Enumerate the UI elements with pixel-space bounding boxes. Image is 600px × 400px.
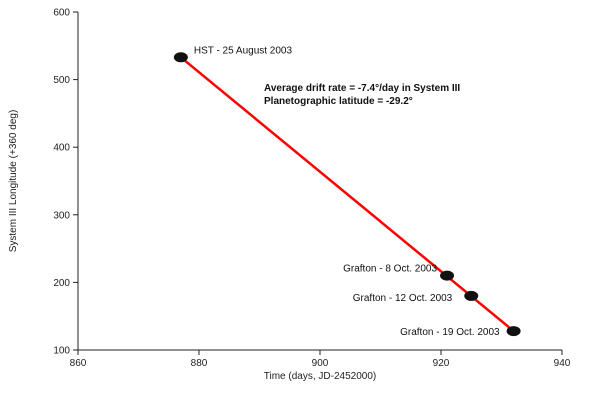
x-tick-label: 880 [191, 358, 208, 369]
y-tick-label: 500 [53, 75, 70, 86]
data-point [440, 270, 455, 281]
y-axis-title: System III Longitude (+360 deg) [8, 110, 19, 253]
y-tick-label: 300 [53, 210, 70, 221]
y-tick-label: 100 [53, 346, 70, 357]
y-tick-label: 200 [53, 278, 70, 289]
y-tick-label: 400 [53, 143, 70, 154]
data-point [173, 52, 188, 63]
data-series [173, 52, 521, 337]
y-tick-label: 600 [53, 8, 70, 19]
latitude-annotation: Planetographic latitude = -29.2° [264, 96, 413, 107]
x-tick-label: 920 [433, 358, 450, 369]
x-tick-label: 940 [554, 358, 571, 369]
axes [77, 12, 562, 351]
point-label: Grafton - 19 Oct. 2003 [400, 327, 500, 338]
fit-line [180, 56, 515, 333]
drift-rate-annotation: Average drift rate = -7.4°/day in System… [264, 83, 460, 94]
point-label: HST - 25 August 2003 [194, 45, 293, 56]
point-labels: HST - 25 August 2003 Grafton - 8 Oct. 200… [194, 45, 500, 338]
data-point [506, 326, 521, 337]
point-label: Grafton - 12 Oct. 2003 [353, 293, 453, 304]
data-point [464, 290, 479, 301]
y-ticks: 100 200 300 400 500 600 [53, 8, 78, 357]
annotations: Average drift rate = -7.4°/day in System… [264, 83, 460, 107]
x-tick-label: 860 [70, 358, 87, 369]
x-ticks: 860 880 900 920 940 [70, 350, 571, 369]
x-tick-label: 900 [312, 358, 329, 369]
point-label: Grafton - 8 Oct. 2003 [343, 264, 437, 275]
x-axis-title: Time (days, JD-2452000) [264, 371, 376, 382]
